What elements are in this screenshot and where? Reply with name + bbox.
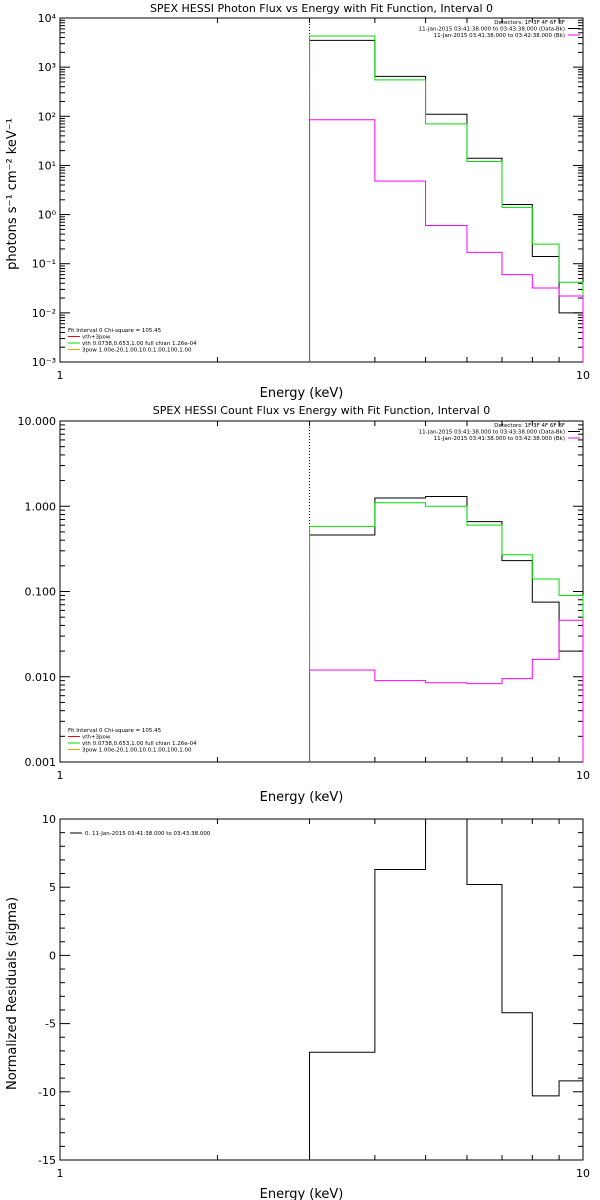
y-tick-label: 10⁻¹: [32, 258, 56, 271]
y-tick-label: 10⁴: [38, 12, 57, 25]
legend-bottom-entry: vth+3pow: [82, 735, 111, 741]
series-1-step-line: [309, 502, 584, 762]
y-tick-label: -15: [38, 1154, 56, 1167]
y-tick-label: -5: [45, 1018, 56, 1031]
y-axis-label: Normalized Residuals (sigma): [5, 897, 20, 1090]
count-flux-panel: SPEX HESSI Count Flux vs Energy with Fit…: [18, 404, 591, 805]
y-tick-label: 10⁻³: [32, 356, 56, 369]
x-tick-label: 1: [57, 769, 64, 782]
series-0-step-line: [309, 496, 584, 762]
legend-top-entry: 11-Jan-2015 03:41:38.000 to 03:42:38.000…: [434, 33, 565, 39]
legend-top-entry: 11-Jan-2015 03:41:38.000 to 03:42:38.000…: [434, 436, 565, 442]
x-tick-label: 1: [57, 1167, 64, 1180]
plot-frame: [59, 420, 584, 763]
legend-top-entry: Detectors: 1F 3F 4F 6F 8F: [494, 423, 565, 429]
legend-bottom-entry: 3pow 1.00e-20,1.00,10.0,1.00,100,1.00: [82, 748, 192, 754]
x-axis-label: Energy (keV): [260, 386, 344, 401]
y-tick-label: 0.010: [25, 671, 57, 684]
y-tick-label: 10⁻²: [32, 307, 56, 320]
x-tick-label: 10: [576, 769, 590, 782]
y-axis-label: photons s⁻¹ cm⁻² keV⁻¹: [5, 118, 20, 270]
legend-bottom-entry: Fit Interval 0 Chi-square = 105.45: [68, 328, 162, 334]
series-2-step-line: [309, 119, 584, 362]
photon-flux-panel: SPEX HESSI Photon Flux vs Energy with Fi…: [5, 2, 590, 401]
plot-frame: [59, 17, 584, 363]
legend-bottom-entry: 3pow 1.00e-20,1.00,10.0,1.00,100,1.00: [82, 348, 192, 354]
chart-title: SPEX HESSI Count Flux vs Energy with Fit…: [153, 404, 490, 417]
y-tick-label: -10: [38, 1086, 56, 1099]
y-tick-label: 10: [42, 813, 56, 826]
y-tick-label: 10.000: [18, 415, 57, 428]
series-1-step-line: [309, 35, 584, 362]
legend-bottom-entry: vth 0.0738,0.653,1.00 full chian 1.26e-0…: [82, 341, 197, 347]
y-tick-label: 10³: [38, 61, 56, 74]
legend-top-entry: 0. 11-Jan-2015 03:41:38.000 to 03:43:38.…: [85, 831, 211, 837]
y-tick-label: 0.001: [25, 756, 57, 769]
x-tick-label: 10: [576, 369, 590, 382]
series-2-step-line: [309, 619, 584, 762]
legend-top-entry: 11-Jan-2015 03:41:38.000 to 03:43:38.000…: [419, 430, 565, 436]
x-axis-label: Energy (keV): [260, 790, 344, 805]
chart-title: SPEX HESSI Photon Flux vs Energy with Fi…: [150, 2, 493, 15]
y-tick-label: 5: [49, 881, 56, 894]
x-tick-label: 1: [57, 369, 64, 382]
residuals-panel: 1 10 Energy (keV) -15 -10 -5 0 5 10 Normalized Re…: [5, 813, 590, 1200]
legend-bottom-entry: vth+3pow: [82, 335, 111, 341]
legend-bottom-entry: vth 0.0738,0.653,1.00 full chian 1.26e-0…: [82, 741, 197, 747]
y-tick-label: 10²: [38, 110, 56, 123]
legend-top-entry: Detectors: 1F 3F 4F 6F 8F: [494, 20, 565, 26]
y-tick-label: 1.000: [25, 500, 57, 513]
x-tick-label: 10: [576, 1167, 590, 1180]
plot-frame: [59, 818, 584, 1161]
y-tick-label: 0.100: [25, 586, 57, 599]
y-tick-label: 10¹: [38, 159, 56, 172]
y-tick-label: 10⁰: [38, 209, 57, 222]
x-axis-label: Energy (keV): [260, 1187, 344, 1200]
legend-top-entry: 11-Jan-2015 03:41:38.000 to 03:43:38.000…: [419, 27, 565, 33]
series-0-step-line: [309, 39, 584, 362]
series-0-step-line: [309, 818, 584, 1160]
y-tick-label: 0: [49, 949, 56, 962]
legend-bottom-entry: Fit Interval 0 Chi-square = 105.45: [68, 728, 162, 734]
